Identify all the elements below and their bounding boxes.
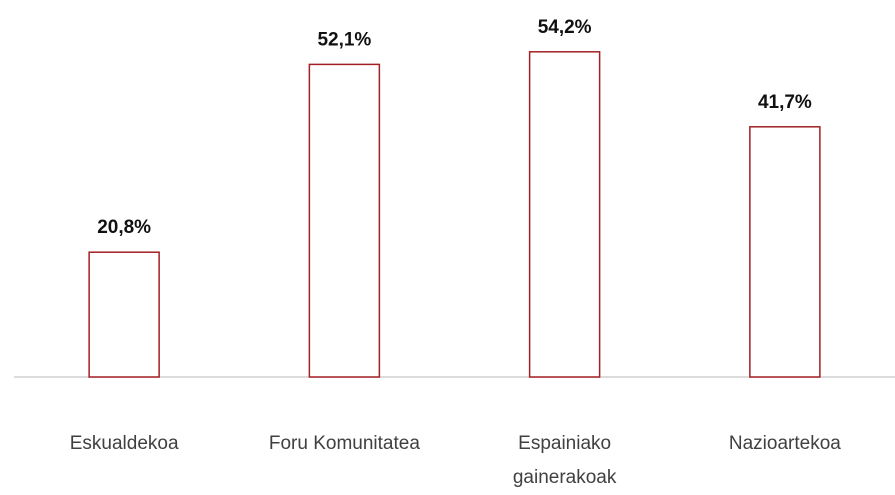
value-label: 52,1% [317, 29, 371, 50]
bar [308, 63, 381, 378]
value-label: 41,7% [758, 92, 812, 113]
value-label: 20,8% [97, 217, 151, 238]
x-tick-label: Foru Komunitatea [268, 433, 420, 454]
x-tick-label: Eskualdekoa [69, 433, 179, 454]
bar [749, 126, 821, 378]
bar [88, 251, 160, 378]
x-tick-label: Nazioartekoa [728, 433, 841, 454]
x-tick-label: Espainiako gainerakoak [512, 433, 617, 488]
bar [528, 51, 601, 378]
value-label: 54,2% [538, 17, 592, 38]
